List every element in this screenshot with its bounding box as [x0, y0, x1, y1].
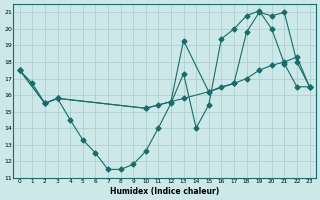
X-axis label: Humidex (Indice chaleur): Humidex (Indice chaleur)	[110, 187, 219, 196]
